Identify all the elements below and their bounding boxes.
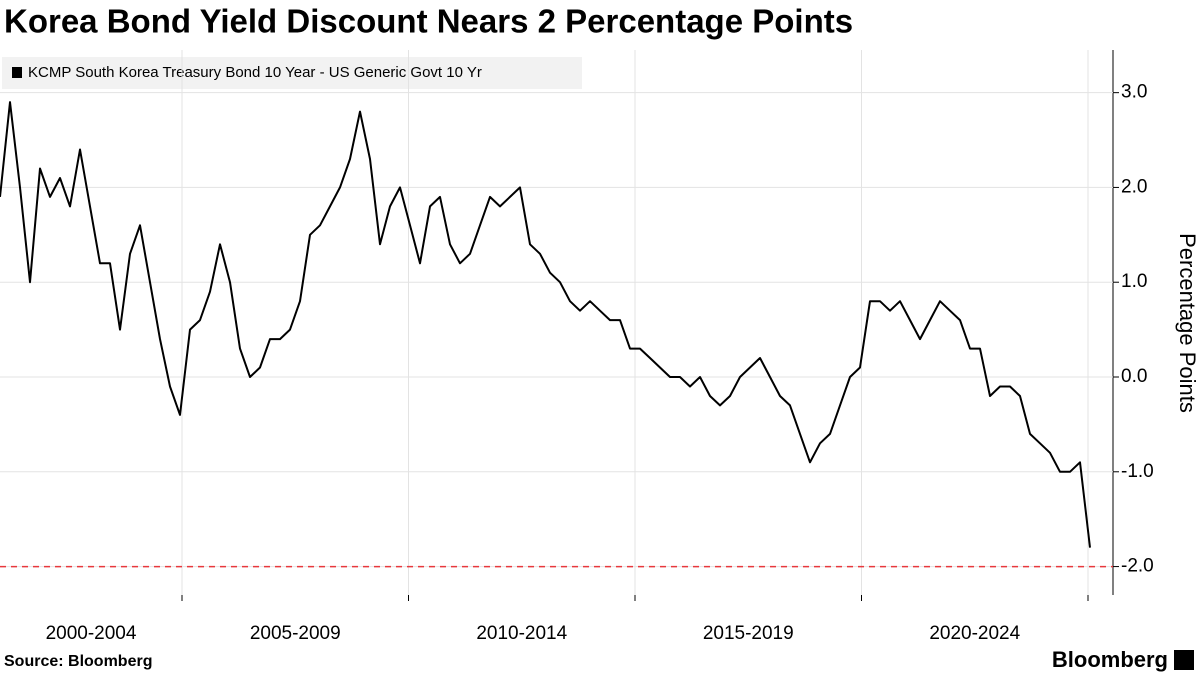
x-tick-label: 2015-2019 bbox=[703, 623, 794, 644]
brand-icon bbox=[1174, 650, 1194, 670]
legend-swatch bbox=[12, 67, 22, 78]
y-tick-label: 2.0 bbox=[1121, 176, 1147, 197]
y-tick-label: 1.0 bbox=[1121, 271, 1147, 292]
x-tick-label: 2020-2024 bbox=[929, 623, 1020, 644]
y-tick-label: 0.0 bbox=[1121, 366, 1147, 387]
y-tick-label: -1.0 bbox=[1121, 461, 1154, 482]
y-axis-label: Percentage Points bbox=[1175, 233, 1200, 413]
x-tick-label: 2000-2004 bbox=[46, 623, 137, 644]
chart-title: Korea Bond Yield Discount Nears 2 Percen… bbox=[4, 3, 853, 40]
x-tick-label: 2010-2014 bbox=[476, 623, 567, 644]
source: Source: Bloomberg bbox=[4, 653, 152, 670]
x-tick-label: 2005-2009 bbox=[250, 623, 341, 644]
y-tick-label: 3.0 bbox=[1121, 82, 1147, 103]
brand: Bloomberg bbox=[1052, 647, 1168, 672]
legend-label: KCMP South Korea Treasury Bond 10 Year -… bbox=[28, 64, 482, 81]
series-line bbox=[0, 101, 1091, 548]
legend-box bbox=[2, 57, 582, 89]
y-tick-label: -2.0 bbox=[1121, 556, 1154, 577]
